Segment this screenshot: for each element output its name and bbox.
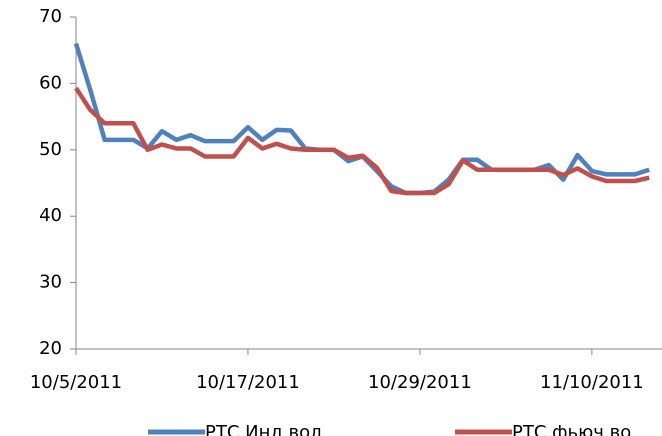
x-tick-label: 11/10/2011 [540,372,644,393]
y-tick-label: 70 [39,6,62,27]
x-tick-label: 10/5/2011 [30,372,122,393]
y-tick-label: 40 [39,205,62,226]
x-tick-label: 10/29/2011 [368,372,472,393]
legend-label: РТС фьюч во [512,422,631,436]
y-tick-label: 60 [39,72,62,93]
series-line [74,86,650,196]
series-line [73,42,650,196]
legend-label: РТС Инд вол [205,422,322,436]
y-tick-label: 50 [39,139,62,160]
x-tick-label: 10/17/2011 [196,372,300,393]
y-tick-label: 20 [39,338,62,359]
y-tick-label: 30 [39,272,62,293]
